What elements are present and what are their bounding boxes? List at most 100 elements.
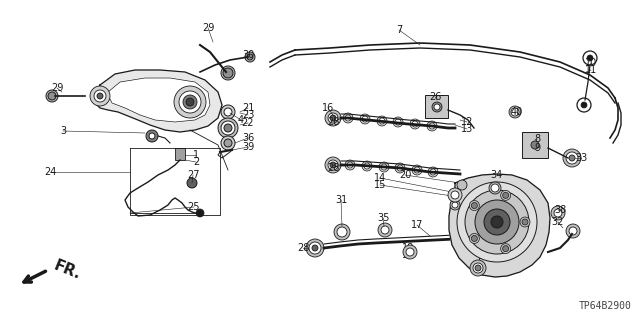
Circle shape <box>520 217 530 227</box>
Polygon shape <box>449 174 550 277</box>
Text: 10: 10 <box>585 58 597 68</box>
Circle shape <box>489 182 501 194</box>
Circle shape <box>448 188 462 202</box>
Circle shape <box>48 92 56 100</box>
Circle shape <box>360 114 370 124</box>
Text: 2: 2 <box>193 157 199 167</box>
Circle shape <box>328 113 338 123</box>
Circle shape <box>491 184 499 192</box>
Circle shape <box>309 242 321 254</box>
Text: 37: 37 <box>449 195 461 205</box>
Circle shape <box>247 54 253 60</box>
Circle shape <box>473 263 483 273</box>
Circle shape <box>325 157 341 173</box>
Circle shape <box>330 115 336 121</box>
Circle shape <box>379 162 389 172</box>
Circle shape <box>186 98 194 106</box>
Circle shape <box>218 118 238 138</box>
Circle shape <box>566 224 580 238</box>
Circle shape <box>306 239 324 257</box>
Circle shape <box>471 203 477 209</box>
Circle shape <box>502 192 509 198</box>
Text: 25: 25 <box>188 202 200 212</box>
Circle shape <box>500 244 511 254</box>
Text: 11: 11 <box>585 65 597 75</box>
Text: 12: 12 <box>461 117 473 127</box>
Text: 9: 9 <box>534 143 540 153</box>
Circle shape <box>179 91 201 113</box>
Circle shape <box>509 106 521 118</box>
Circle shape <box>414 167 420 173</box>
Circle shape <box>330 162 336 168</box>
Text: 40: 40 <box>511 107 523 117</box>
Text: 14: 14 <box>374 173 386 183</box>
Circle shape <box>429 123 435 129</box>
Circle shape <box>581 102 587 108</box>
Circle shape <box>500 190 511 200</box>
Text: 34: 34 <box>490 170 502 180</box>
Circle shape <box>381 226 389 234</box>
Circle shape <box>221 105 235 119</box>
Circle shape <box>434 104 440 110</box>
Circle shape <box>183 95 197 109</box>
Circle shape <box>470 260 486 276</box>
Circle shape <box>223 68 233 78</box>
Circle shape <box>343 113 353 123</box>
Text: 28: 28 <box>297 243 309 253</box>
Text: 29: 29 <box>51 83 63 93</box>
Circle shape <box>469 234 479 243</box>
Circle shape <box>457 180 467 190</box>
Circle shape <box>362 161 372 171</box>
Circle shape <box>345 160 355 170</box>
Circle shape <box>430 169 436 175</box>
Circle shape <box>475 200 519 244</box>
Text: 26: 26 <box>429 92 441 102</box>
Circle shape <box>395 119 401 125</box>
Circle shape <box>452 202 458 208</box>
Circle shape <box>196 209 204 217</box>
Circle shape <box>511 108 519 116</box>
Circle shape <box>149 133 155 139</box>
Circle shape <box>224 108 232 116</box>
Text: 33: 33 <box>575 153 587 163</box>
Circle shape <box>221 121 235 135</box>
Text: 22: 22 <box>242 118 254 128</box>
Circle shape <box>551 206 565 220</box>
Circle shape <box>475 265 481 271</box>
Circle shape <box>412 121 418 127</box>
Circle shape <box>522 219 528 225</box>
Circle shape <box>187 178 197 188</box>
Circle shape <box>224 139 232 147</box>
Text: 4: 4 <box>238 115 244 125</box>
Text: FR.: FR. <box>52 258 84 282</box>
Circle shape <box>337 227 347 237</box>
Polygon shape <box>425 95 448 118</box>
Circle shape <box>427 121 437 131</box>
Text: 13: 13 <box>461 124 473 134</box>
Text: 36: 36 <box>242 133 254 143</box>
Circle shape <box>397 165 403 171</box>
Text: 28: 28 <box>327 117 339 127</box>
Circle shape <box>412 165 422 175</box>
Text: 39: 39 <box>242 142 254 152</box>
Circle shape <box>395 163 405 173</box>
Circle shape <box>345 115 351 121</box>
Text: 24: 24 <box>44 167 56 177</box>
Circle shape <box>379 118 385 124</box>
Circle shape <box>428 167 438 177</box>
Circle shape <box>469 201 479 211</box>
Circle shape <box>393 117 403 127</box>
Polygon shape <box>175 148 185 160</box>
Text: 1: 1 <box>193 150 199 160</box>
Circle shape <box>554 209 562 217</box>
Circle shape <box>569 227 577 235</box>
Circle shape <box>364 163 370 169</box>
Circle shape <box>312 245 318 251</box>
Text: 30: 30 <box>242 50 254 60</box>
Text: TP64B2900: TP64B2900 <box>579 301 632 311</box>
Circle shape <box>432 102 442 112</box>
Text: 3: 3 <box>60 126 66 136</box>
Circle shape <box>97 93 103 99</box>
Polygon shape <box>522 132 548 158</box>
Text: 5: 5 <box>477 258 483 268</box>
